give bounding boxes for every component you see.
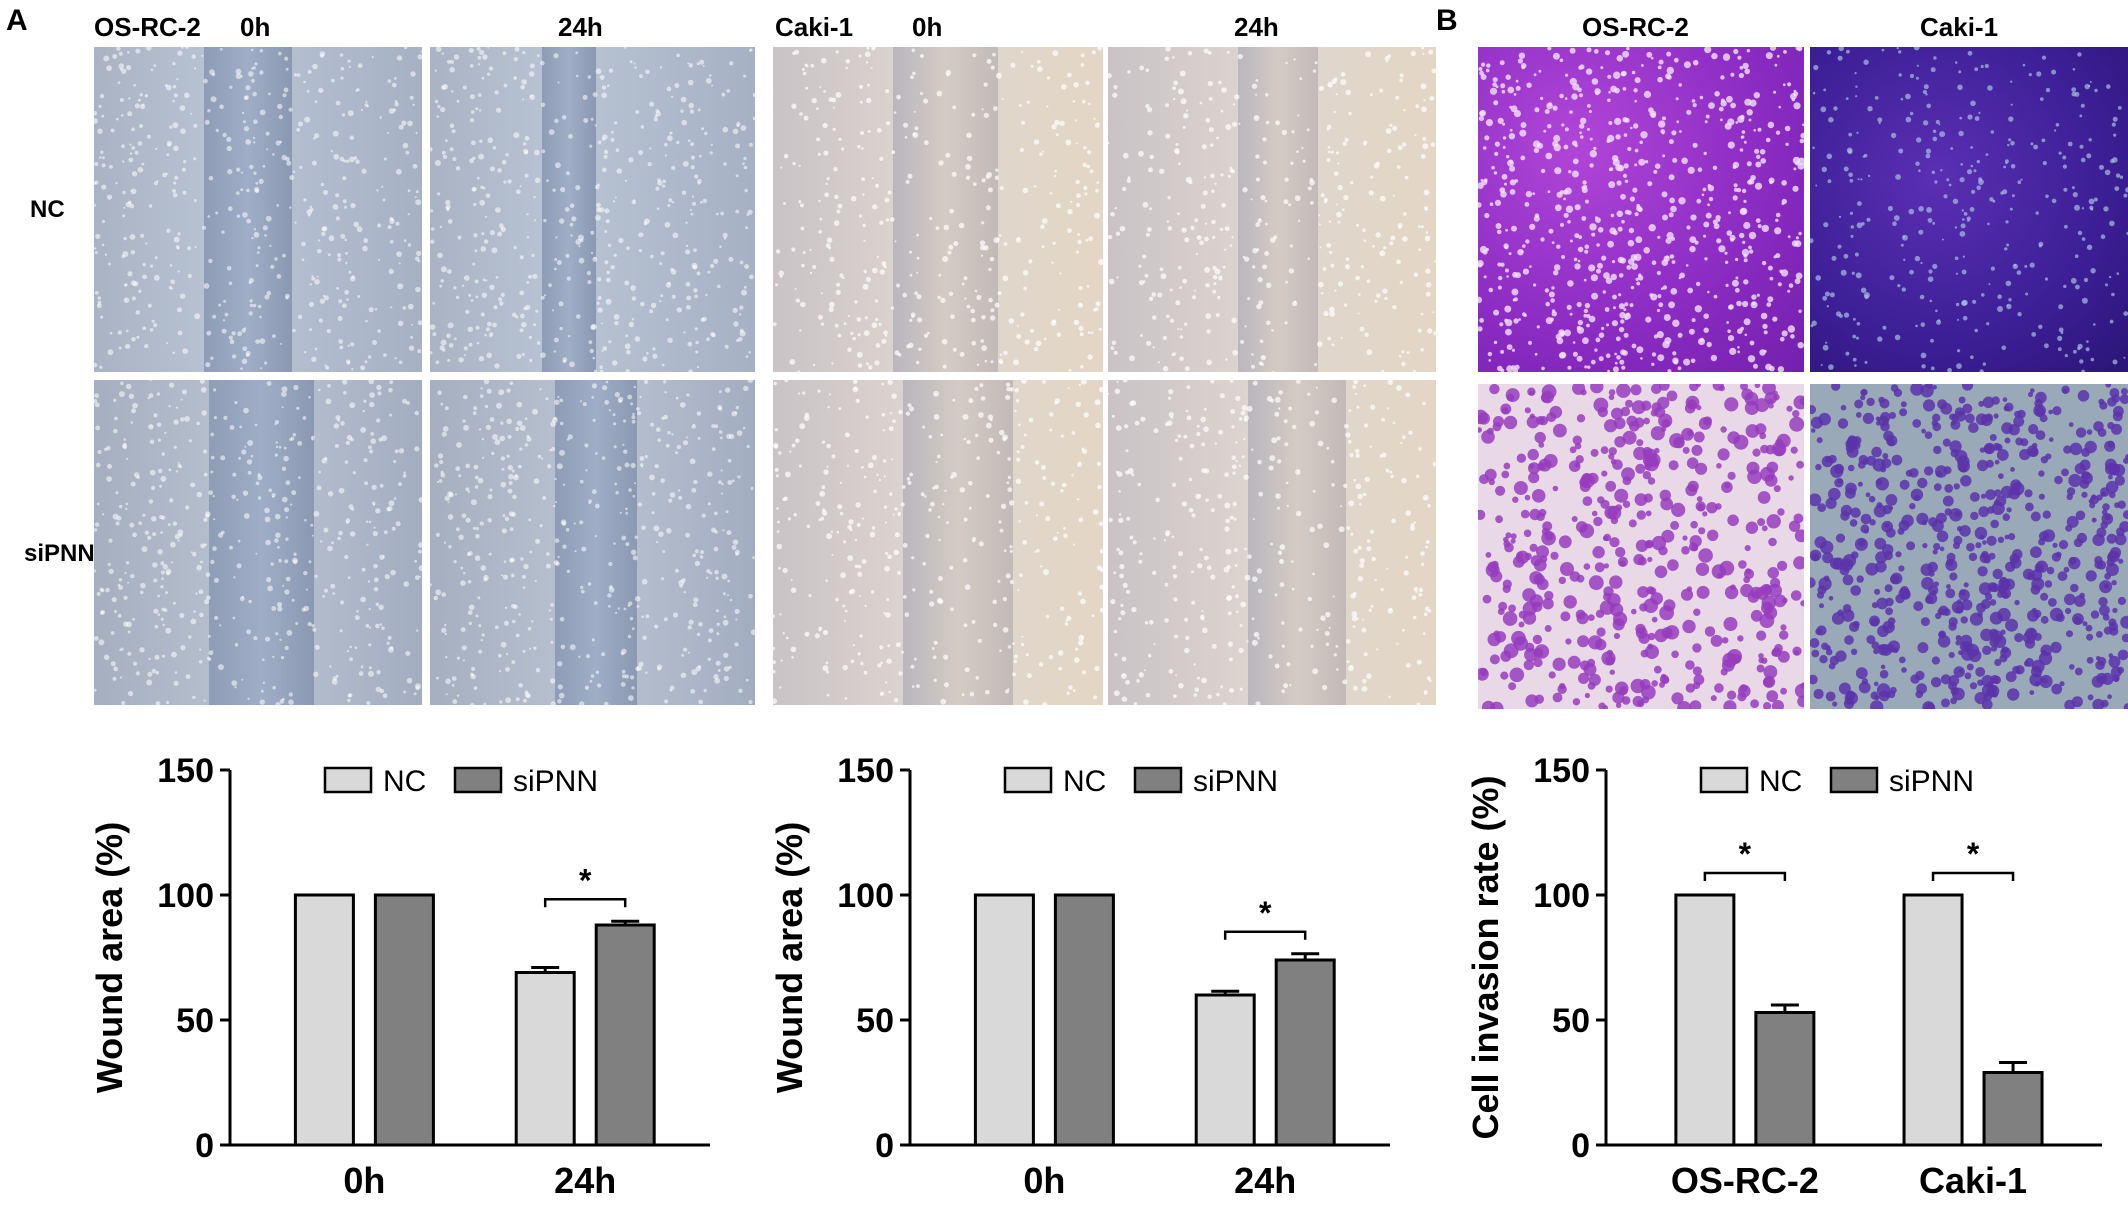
- legend-label-nc: NC: [1759, 765, 1802, 798]
- y-axis-label: Cell invasion rate (%): [1466, 775, 1506, 1139]
- significance-bracket: [1933, 873, 2013, 881]
- x-tick-label: OS-RC-2: [1671, 1160, 1819, 1201]
- x-tick-label: Caki-1: [1919, 1160, 2027, 1201]
- micrograph-osrc2-nc-invasion: [1478, 47, 1804, 372]
- bar-nc-0: [1676, 895, 1734, 1145]
- y-axis-label: Wound area (%): [770, 822, 810, 1093]
- micrograph-osrc2-sipnn-0h: [94, 380, 422, 705]
- y-tick-label: 50: [176, 1002, 214, 1040]
- significance-star: *: [579, 862, 592, 898]
- legend-swatch-sipnn: [1831, 768, 1877, 792]
- significance-bracket: [1225, 932, 1305, 940]
- legend-label-sipnn: siPNN: [1193, 765, 1278, 798]
- legend-label-sipnn: siPNN: [1889, 765, 1974, 798]
- legend-label-sipnn: siPNN: [513, 765, 598, 798]
- header-osrc2-24h: 24h: [558, 12, 603, 43]
- bar-nc-1: [516, 973, 574, 1146]
- significance-bracket: [1705, 873, 1785, 881]
- micrograph-caki1-nc-24h: [1108, 47, 1436, 372]
- y-tick-label: 50: [856, 1002, 894, 1040]
- significance-star: *: [1259, 895, 1272, 931]
- micrograph-caki1-sipnn-invasion: [1810, 384, 2128, 709]
- bar-sipnn-0: [375, 895, 433, 1145]
- bar-sipnn-0: [1756, 1013, 1814, 1146]
- bar-sipnn-1: [1276, 960, 1334, 1145]
- legend-swatch-nc: [1701, 768, 1747, 792]
- header-caki1-b: Caki-1: [1920, 12, 1998, 43]
- y-tick-label: 150: [837, 752, 894, 790]
- y-tick-label: 100: [157, 877, 214, 915]
- header-osrc2-0h: 0h: [240, 12, 270, 43]
- panel-letter-a: A: [6, 4, 28, 38]
- legend-swatch-sipnn: [1135, 768, 1181, 792]
- y-tick-label: 150: [157, 752, 214, 790]
- header-caki1-24h: 24h: [1234, 12, 1279, 43]
- bar-sipnn-1: [596, 925, 654, 1145]
- panel-letter-b: B: [1436, 4, 1458, 38]
- bar-nc-0: [975, 895, 1033, 1145]
- chart-svg-1: Wound area (%) 0 50 100 150 0h 24h * NC siPNN: [770, 740, 1410, 1210]
- micrograph-caki1-nc-invasion: [1810, 47, 2128, 372]
- x-tick-label: 24h: [1234, 1160, 1296, 1201]
- y-tick-label: 150: [1533, 752, 1590, 790]
- micrograph-osrc2-nc-0h: [94, 47, 422, 372]
- y-tick-label: 0: [875, 1127, 894, 1165]
- y-axis-label: Wound area (%): [90, 822, 130, 1093]
- row-label-sipnn: siPNN: [24, 540, 95, 568]
- y-tick-label: 100: [837, 877, 894, 915]
- micrograph-caki1-nc-0h: [773, 47, 1103, 372]
- legend-swatch-sipnn: [455, 768, 501, 792]
- x-tick-label: 0h: [1023, 1160, 1065, 1201]
- legend-swatch-nc: [325, 768, 371, 792]
- legend-swatch-nc: [1005, 768, 1051, 792]
- micrograph-osrc2-sipnn-invasion: [1478, 384, 1804, 709]
- micrograph-osrc2-sipnn-24h: [430, 380, 755, 705]
- x-tick-label: 24h: [554, 1160, 616, 1201]
- row-label-nc: NC: [30, 196, 65, 224]
- bar-nc-0: [295, 895, 353, 1145]
- chart-svg-0: Wound area (%) 0 50 100 150 0h 24h * NC siPNN: [90, 740, 730, 1210]
- x-tick-label: 0h: [343, 1160, 385, 1201]
- significance-bracket: [545, 899, 625, 907]
- bar-sipnn-0: [1055, 895, 1113, 1145]
- header-caki1-a: Caki-1: [775, 12, 853, 43]
- header-osrc2-a: OS-RC-2: [94, 12, 201, 43]
- bar-nc-1: [1196, 995, 1254, 1145]
- micrograph-caki1-sipnn-0h: [773, 380, 1103, 705]
- y-tick-label: 0: [1571, 1127, 1590, 1165]
- chart-cell-invasion: Cell invasion rate (%) 0 50 100 150 OS-RC-2 * C…: [1466, 740, 2122, 1210]
- header-osrc2-b: OS-RC-2: [1582, 12, 1689, 43]
- legend-label-nc: NC: [1063, 765, 1106, 798]
- y-tick-label: 0: [195, 1127, 214, 1165]
- y-tick-label: 100: [1533, 877, 1590, 915]
- bar-nc-1: [1904, 895, 1962, 1145]
- chart-svg-2: Cell invasion rate (%) 0 50 100 150 OS-RC-2 * C…: [1466, 740, 2122, 1210]
- significance-star: *: [1739, 836, 1752, 872]
- chart-wound-area-caki1: Wound area (%) 0 50 100 150 0h 24h * NC siPNN: [770, 740, 1410, 1210]
- micrograph-osrc2-nc-24h: [430, 47, 755, 372]
- legend-label-nc: NC: [383, 765, 426, 798]
- y-tick-label: 50: [1552, 1002, 1590, 1040]
- chart-wound-area-osrc2: Wound area (%) 0 50 100 150 0h 24h * NC siPNN: [90, 740, 730, 1210]
- bar-sipnn-1: [1984, 1073, 2042, 1146]
- micrograph-caki1-sipnn-24h: [1108, 380, 1436, 705]
- significance-star: *: [1967, 836, 1980, 872]
- header-caki1-0h: 0h: [912, 12, 942, 43]
